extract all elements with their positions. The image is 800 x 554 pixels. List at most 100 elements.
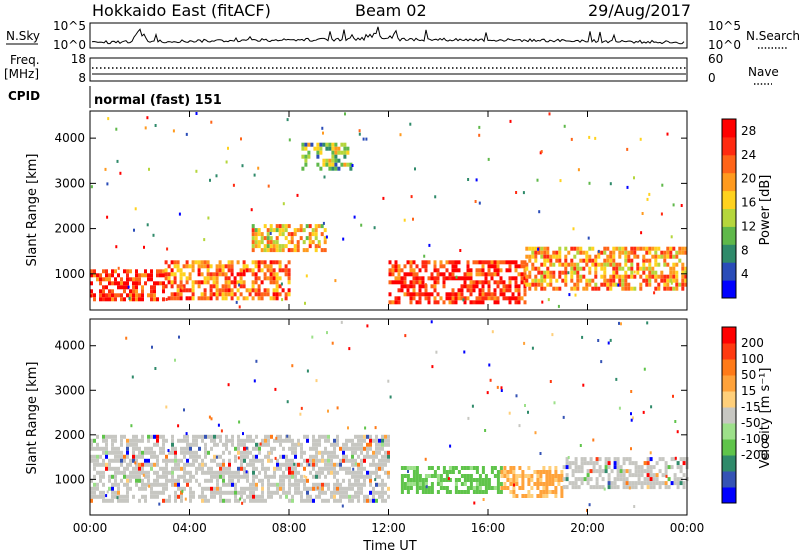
velocity-cell [363, 494, 366, 499]
power-cell [269, 272, 273, 277]
velocity-cell [285, 490, 288, 495]
power-cell [173, 260, 177, 265]
power-noise-cell [661, 183, 664, 187]
velocity-cell [111, 474, 114, 479]
velocity-cell [312, 442, 315, 447]
power-cell [615, 262, 619, 267]
power-cell [331, 150, 335, 155]
velocity-cell [234, 494, 237, 499]
velocity-cell [294, 466, 297, 471]
velocity-noise-cell [508, 411, 511, 415]
power-cell [552, 286, 556, 291]
velocity-cell [509, 466, 513, 470]
velocity-cell [111, 490, 114, 495]
velocity-cell [201, 486, 204, 491]
velocity-cell [565, 461, 569, 466]
velocity-cell [472, 466, 476, 470]
power-cell [681, 270, 685, 275]
velocity-cell [649, 477, 653, 482]
power-cell [684, 282, 688, 287]
power-cell [573, 286, 577, 291]
power-noise-cell [609, 182, 612, 186]
power-cell [463, 276, 467, 281]
power-noise-cell [617, 283, 620, 287]
power-cell [564, 278, 568, 283]
velocity-noise-cell [674, 456, 677, 460]
power-cell [311, 228, 315, 233]
velocity-cell [327, 498, 330, 503]
velocity-cell [571, 485, 575, 490]
power-noise-cell [588, 181, 591, 185]
velocity-cell [135, 466, 138, 471]
velocity-cell [643, 481, 647, 486]
power-noise-cell [373, 226, 376, 230]
power-cell [260, 268, 264, 273]
power-cell [573, 266, 577, 271]
velocity-cell [499, 466, 503, 470]
velocity-heatmap-cells [90, 320, 689, 512]
velocity-noise-cell [242, 432, 244, 436]
nave-label: Nave [748, 65, 779, 79]
power-cell [528, 258, 532, 263]
velocity-cell [478, 486, 482, 490]
power-cell [606, 254, 610, 259]
velocity-cell [348, 470, 351, 475]
velocity-cell [539, 478, 543, 482]
power-cell [523, 300, 527, 305]
velocity-cell [153, 434, 156, 439]
power-cell [534, 266, 538, 271]
power-cell [523, 272, 527, 277]
velocity-cell [117, 458, 120, 463]
velocity-cell [114, 446, 117, 451]
power-cell [582, 266, 586, 271]
power-cell [531, 278, 535, 283]
velocity-cell [300, 498, 303, 503]
velocity-noise-cell [473, 501, 476, 505]
power-noise-cell [672, 203, 675, 207]
velocity-cell [123, 454, 126, 459]
velocity-cell [421, 490, 425, 494]
velocity-cell [481, 482, 485, 486]
power-cell [239, 276, 243, 281]
velocity-cell [454, 466, 458, 470]
power-cell [135, 277, 138, 282]
x-tick-label: 04:00 [172, 521, 207, 535]
velocity-cell [637, 477, 641, 482]
velocity-noise-cell [515, 394, 518, 398]
power-cell [102, 297, 105, 302]
power-cell [484, 272, 488, 277]
power-cell [135, 273, 138, 278]
power-cell [129, 289, 132, 294]
velocity-noise-cell [603, 487, 606, 491]
velocity-cell [568, 461, 572, 466]
colorbar-tick-label: 4 [741, 267, 749, 281]
power-cell [645, 250, 649, 255]
velocity-cell [333, 462, 336, 467]
velocity-cell [228, 490, 231, 495]
power-cell [540, 282, 544, 287]
power-cell [573, 246, 577, 251]
velocity-cell [463, 474, 467, 478]
power-cell [123, 281, 126, 286]
power-cell [317, 240, 321, 245]
velocity-cell [306, 494, 309, 499]
velocity-cell [518, 486, 522, 490]
power-cell [117, 281, 120, 286]
power-cell [224, 280, 228, 285]
power-cell [540, 274, 544, 279]
velocity-cell [536, 474, 540, 478]
velocity-noise-cell [274, 387, 277, 391]
velocity-cell [351, 494, 354, 499]
velocity-cell [545, 482, 549, 486]
colorbar-tick-label: -100 [741, 432, 768, 446]
power-cell [388, 260, 392, 265]
power-cell [409, 264, 413, 269]
velocity-noise-cell [551, 333, 554, 337]
power-cell [239, 272, 243, 277]
velocity-cell [96, 486, 99, 491]
velocity-cell [96, 482, 99, 487]
power-cell [555, 278, 559, 283]
power-cell [508, 296, 512, 301]
velocity-cell [261, 466, 264, 471]
velocity-cell [234, 482, 237, 487]
